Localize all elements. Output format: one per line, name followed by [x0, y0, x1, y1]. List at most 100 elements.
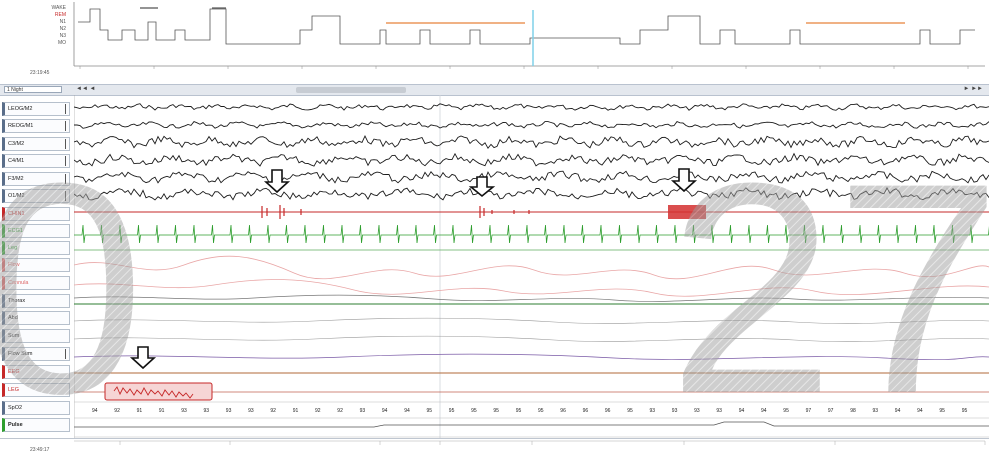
channel-label-chin[interactable]: CHIN1: [2, 207, 70, 221]
flow-sum-trace: [74, 335, 989, 342]
snore-trace: [74, 353, 989, 361]
channel-label-spo2[interactable]: SpO2: [2, 401, 70, 415]
stage-label-n3: N3: [59, 33, 66, 39]
eeg-channel-trace: [74, 134, 989, 150]
channel-label-pulse[interactable]: Pulse: [2, 418, 70, 432]
event-arrow-markers: [129, 168, 698, 370]
spo2-value: 95: [449, 408, 455, 414]
channel-label-reog[interactable]: REOG/M1: [2, 119, 70, 133]
hypnogram-start-time: 23:19:45: [30, 70, 50, 76]
channel-label-flow[interactable]: Flow: [2, 258, 70, 272]
spo2-value: 95: [538, 408, 544, 414]
spo2-value: 95: [783, 408, 789, 414]
spo2-value: 94: [382, 408, 388, 414]
eeg-traces: [74, 103, 989, 201]
spo2-value: 95: [493, 408, 499, 414]
channel-label-leog[interactable]: LEOG/M2: [2, 102, 70, 116]
epoch-select[interactable]: 1 Night: [4, 86, 62, 93]
stage-label-wake: WAKE: [51, 5, 66, 11]
spo2-value: 93: [672, 408, 678, 414]
eeg-channel-trace: [74, 187, 989, 201]
channel-label-thorax[interactable]: Thorax: [2, 294, 70, 308]
arrow-down-icon: [670, 168, 698, 193]
toolbar: 1 Night ◄◄ ◄ ► ►►: [0, 84, 989, 96]
arrow-down-icon: [129, 346, 157, 370]
spo2-value: 93: [204, 408, 210, 414]
nav-left-buttons[interactable]: ◄◄ ◄: [76, 86, 96, 92]
timeline-scroll-thumb[interactable]: [296, 87, 406, 93]
time-axis-footer: 23:49:17: [0, 438, 989, 459]
eeg-channel-trace: [74, 170, 989, 184]
stage-label-rem: REM: [54, 12, 66, 18]
spo2-value: 97: [806, 408, 812, 414]
thorax-trace: [74, 294, 989, 302]
nav-right-buttons[interactable]: ► ►►: [963, 86, 983, 92]
hypnogram-stage-line: [78, 8, 975, 45]
eeg-channel-trace: [74, 103, 989, 111]
spo2-value: 96: [605, 408, 611, 414]
channel-label-c4[interactable]: C4/M1: [2, 154, 70, 168]
spo2-value: 94: [92, 408, 98, 414]
channel-label-leg2[interactable]: LEG: [2, 383, 70, 397]
signal-traces[interactable]: 94 92 91 91 93 93 93 93 92 91 92 92 93 94 94 95 95 95 95 95…: [74, 95, 989, 438]
spo2-value: 92: [114, 408, 120, 414]
spo2-value: 95: [962, 408, 968, 414]
spo2-value: 93: [650, 408, 656, 414]
cannula-trace: [74, 279, 989, 297]
spo2-value: 92: [315, 408, 321, 414]
spo2-value: 91: [137, 408, 143, 414]
spo2-value: 94: [404, 408, 410, 414]
channel-label-cannula[interactable]: Cannula: [2, 276, 70, 290]
flow-trace: [74, 255, 989, 280]
spo2-value: 91: [159, 408, 165, 414]
hypnogram-plot: [73, 2, 985, 69]
channel-label-panel: LEOG/M2 REOG/M1 C3/M2 C4/M1 F3/M2 O1/M2 …: [0, 95, 74, 438]
spo2-value: 91: [293, 408, 299, 414]
spo2-value: 95: [939, 408, 945, 414]
eeg-channel-trace: [74, 152, 989, 167]
channel-label-o1[interactable]: O1/M2: [2, 189, 70, 203]
spo2-value: 96: [560, 408, 566, 414]
spo2-value: 98: [850, 408, 856, 414]
stage-label-n1: N1: [59, 19, 66, 25]
spo2-value: 95: [516, 408, 522, 414]
pulse-trace: [74, 421, 989, 428]
spo2-value: 93: [694, 408, 700, 414]
channel-label-ecg[interactable]: ECG1: [2, 224, 70, 238]
arrow-down-icon: [468, 176, 496, 198]
channel-label-leg[interactable]: Leg: [2, 241, 70, 255]
spo2-value: 94: [917, 408, 923, 414]
spo2-value: 93: [248, 408, 254, 414]
footer-ticks: [74, 440, 986, 445]
channel-label-sum[interactable]: Sum: [2, 329, 70, 343]
hypnogram[interactable]: WAKE REM N1 N2 N3 MO 23:19:45: [0, 0, 989, 80]
channel-label-eeg[interactable]: EEG: [2, 365, 70, 379]
channel-label-abd[interactable]: Abd: [2, 311, 70, 325]
footer-end-time: 23:49:17: [30, 447, 50, 453]
emg-trace: [74, 205, 989, 219]
channel-label-flow-sum[interactable]: Flow Sum: [2, 347, 70, 361]
sum-trace: [74, 317, 989, 324]
spo2-value: 93: [716, 408, 722, 414]
spo2-value: 93: [360, 408, 366, 414]
channel-label-c3[interactable]: C3/M2: [2, 137, 70, 151]
spo2-value: 93: [873, 408, 879, 414]
spo2-value: 94: [895, 408, 901, 414]
spo2-value: 93: [226, 408, 232, 414]
spo2-value: 96: [583, 408, 589, 414]
spo2-value: 93: [181, 408, 187, 414]
hypnogram-time-ticks: [79, 66, 969, 69]
spo2-value: 92: [270, 408, 276, 414]
spo2-value: 94: [761, 408, 767, 414]
arrow-down-icon: [263, 169, 291, 194]
emg-burst: [668, 205, 706, 219]
leg-event-signal: [113, 386, 194, 399]
stage-label-n2: N2: [59, 26, 66, 32]
ecg-trace: [74, 224, 989, 244]
spo2-value: 95: [427, 408, 433, 414]
channel-label-f3[interactable]: F3/M2: [2, 172, 70, 186]
ecg-waveform: [74, 224, 989, 244]
stage-label-mo: MO: [57, 40, 66, 46]
eeg-channel-trace: [74, 121, 989, 129]
spo2-value: 97: [828, 408, 834, 414]
